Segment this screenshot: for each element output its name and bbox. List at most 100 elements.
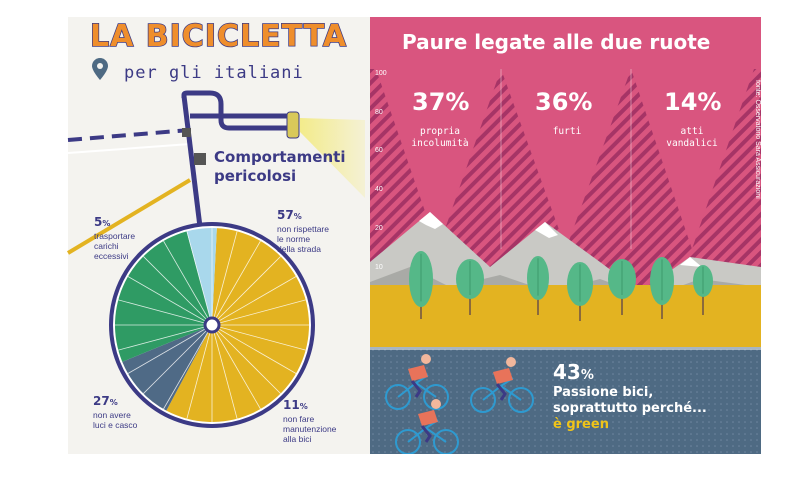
slice-label-57: 57% non rispettare le norme della strada [277,206,329,254]
tree-icon [567,262,593,321]
spoke [211,240,261,326]
slice-text-line: non fare [283,414,315,424]
slice-text-line: trasportare [94,231,136,241]
fear-label-theft: furti [512,126,622,138]
slice-text-line: luci e casco [93,420,138,430]
slice-text-line: non rispettare [277,224,329,234]
tree-icon [608,259,636,315]
tree-icon [456,259,484,315]
headlight-beam [300,118,365,198]
behaviour-heading: Comportamenti pericolosi [214,148,364,186]
spoke [163,324,213,410]
passion-pct-symbol: % [580,368,594,383]
spoke [211,324,261,410]
slice-label-5: 5% trasportare carichi eccessivi [94,213,135,261]
slice-text-line: della strada [277,244,321,254]
fear-pct-vandalism: 14% [664,88,722,116]
spoke [186,231,213,326]
slice-pct-value: 27 [93,394,110,408]
tree-icon [527,256,549,315]
behaviour-heading-line2: pericolosi [214,167,297,185]
spoke [118,324,213,351]
fear-pct-theft: 36% [535,88,593,116]
location-pin-icon [92,58,108,80]
fear-label-safety: propria incolumità [385,126,495,150]
spoke [143,256,213,326]
slice-pct-symbol: % [299,402,308,411]
passion-line: soprattutto perché... [553,401,707,416]
handlebar [181,90,295,131]
slice-pct-symbol: % [109,398,118,407]
slice-text-line: eccessivi [94,251,129,261]
spoke [211,231,238,326]
slice-pct-value: 11 [283,398,300,412]
spoke [118,299,213,326]
trees [409,251,713,321]
slice-text-line: le norme [277,234,311,244]
spoke [127,324,213,374]
slice-pct-value: 5 [94,215,103,229]
slice-text: trasportare carichi eccessivi [94,231,135,261]
fear-label-line: atti [680,126,704,137]
spoke [211,324,281,394]
passion-line-green: è green [553,417,609,432]
cyclist-icon [385,354,449,410]
passion-text: Passione bici, soprattutto perché... è g… [553,385,707,433]
passion-pct: 43% [553,360,594,384]
slice-text: non fare manutenzione alla bici [283,414,336,444]
fear-area-1 [376,69,501,249]
passion-line: Passione bici, [553,385,654,400]
spoke [211,324,297,374]
slice-pct-symbol: % [102,219,111,228]
tree-icon [693,265,713,315]
passion-pct-value: 43 [553,360,581,384]
wheel-slice-11 [122,325,212,411]
slice-text-line: alla bici [283,434,312,444]
spoke [211,324,306,351]
top-tube-dashed [67,128,191,142]
fears-title: Paure legate alle due ruote [402,30,711,54]
behaviour-heading-line1: Comportamenti [214,148,346,166]
cyclists [385,354,534,454]
spoke [211,324,238,419]
fear-area-3 [631,69,754,249]
spoke [211,256,281,326]
fear-area-2 [501,69,631,249]
spoke [143,324,213,394]
spoke [211,299,306,326]
spoke [211,276,297,326]
wheel-hub [203,316,221,334]
fear-pct-safety: 37% [412,88,470,116]
slice-label-11: 11% non fare manutenzione alla bici [283,396,336,444]
spoke [127,276,213,326]
y-tick-label: 40 [375,186,383,193]
fear-label-line: propria [419,126,461,137]
slice-pct-value: 57 [277,208,294,222]
field [370,285,761,347]
cyclist-icon [470,357,534,413]
handlebar-grip [286,111,300,139]
cyclist-icon [395,399,459,454]
fear-label-line: furti [552,126,582,137]
right-header-band [370,17,761,69]
headset [182,128,191,137]
right-panel [370,17,761,454]
y-tick-label: 10 [375,264,383,271]
spoke [163,240,213,326]
y-tick-label: 100 [375,70,387,77]
tube-highlight [67,143,191,154]
source-note: fonte: Osservatorio Sara Assicurazioni [754,80,761,199]
fear-label-line: incolumità [411,138,469,149]
headlamp-mount [194,153,206,165]
frame-tube-yellow [66,178,192,255]
slice-pct-symbol: % [293,212,302,221]
slice-text-line: non avere [93,410,131,420]
fear-label-vandalism: atti vandalici [637,126,747,150]
slice-text-line: carichi [94,241,119,251]
fear-label-line: vandalici [666,138,718,149]
slice-text: non avere luci e casco [93,410,137,430]
slice-text: non rispettare le norme della strada [277,224,329,254]
y-tick-label: 80 [375,109,383,116]
